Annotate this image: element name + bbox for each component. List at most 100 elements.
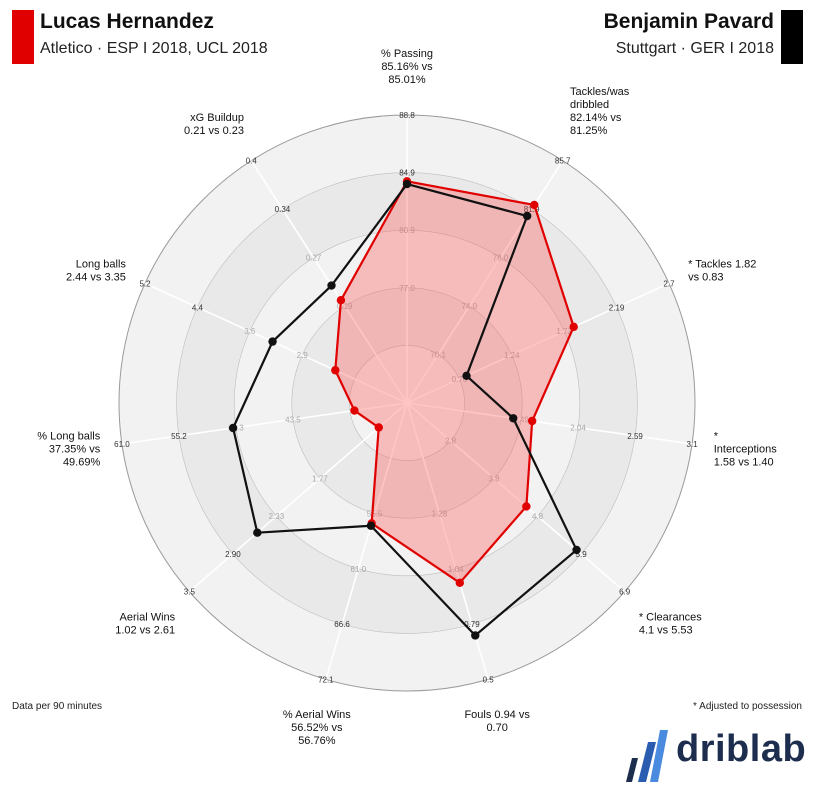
tick-label: 77.0 xyxy=(399,284,415,293)
axis-label: Long balls xyxy=(76,259,127,271)
axis-label: vs 0.83 xyxy=(688,272,723,284)
tick-label: 70.1 xyxy=(430,351,446,360)
tick-label: 43.5 xyxy=(285,415,301,424)
tick-label: 1.77 xyxy=(312,474,328,483)
tick-label: 0.19 xyxy=(337,302,353,311)
player1-color-bar xyxy=(12,10,34,64)
p2-point xyxy=(268,337,277,346)
tick-label: 74.0 xyxy=(461,302,477,311)
tick-label: 0.34 xyxy=(275,205,291,214)
tick-label: 3.8 xyxy=(488,474,500,483)
tick-label: 61.0 xyxy=(114,440,130,449)
p1-point xyxy=(455,578,465,588)
tick-label: 2.04 xyxy=(570,424,586,433)
player2-subtitle: Stuttgart · GER I 2018 xyxy=(615,40,774,57)
radar-spoke xyxy=(188,402,408,593)
p1-point xyxy=(530,200,539,210)
p2-point xyxy=(471,631,480,640)
p1-point xyxy=(522,502,531,511)
axis-label: 81.25% xyxy=(570,125,608,137)
driblab-logo-icon xyxy=(626,730,668,782)
p2-point xyxy=(253,528,262,537)
p1-point xyxy=(374,423,383,432)
axis-label: Tackles/was xyxy=(570,86,630,98)
tick-label: 0.76 xyxy=(452,375,468,384)
tick-label: 55.2 xyxy=(171,432,187,441)
p1-point xyxy=(569,322,578,332)
tick-label: 0.5 xyxy=(483,675,495,684)
axis-label: 2.44 vs 3.35 xyxy=(66,272,126,284)
tick-label: 0.79 xyxy=(464,620,480,629)
tick-label: 3.5 xyxy=(184,588,196,597)
p1-point xyxy=(336,296,346,305)
p1-area xyxy=(334,180,575,584)
axis-label: 4.1 vs 5.53 xyxy=(639,625,693,637)
tick-label: 80.9 xyxy=(399,226,415,235)
axis-label: * xyxy=(714,431,719,443)
axis-label: 1.58 vs 1.40 xyxy=(714,457,774,469)
tick-label: 1.28 xyxy=(432,510,448,519)
tick-label: 2.19 xyxy=(609,303,625,312)
axis-label: 0.21 vs 0.23 xyxy=(184,125,244,137)
radar-spoke xyxy=(406,160,564,404)
axis-label: 49.69% xyxy=(63,457,101,469)
radar-spoke xyxy=(406,402,693,445)
tick-label: 2.33 xyxy=(269,512,285,521)
radar-spoke xyxy=(406,402,626,593)
tick-label: 61.0 xyxy=(351,565,367,574)
tick-label: 2.7 xyxy=(663,279,675,288)
p2-point xyxy=(366,521,376,530)
axis-label: dribbled xyxy=(570,99,609,111)
tick-label: 1.24 xyxy=(504,351,520,360)
p1-point xyxy=(331,366,340,375)
axis-label: % Passing xyxy=(381,48,433,60)
axis-label: 85.01% xyxy=(388,74,426,86)
player1-name: Lucas Hernandez xyxy=(40,10,214,33)
tick-label: 4.4 xyxy=(192,303,204,312)
tick-label: 2.59 xyxy=(627,432,643,441)
tick-label: 1.49 xyxy=(513,415,529,424)
axis-label: Fouls 0.94 vs xyxy=(464,709,530,721)
p2-point xyxy=(509,414,518,423)
p2-point xyxy=(522,211,532,221)
tick-label: 1.04 xyxy=(448,565,464,574)
axis-label: xG Buildup xyxy=(190,112,244,124)
axis-label: 0.70 xyxy=(486,722,507,734)
p2-point xyxy=(462,371,471,381)
driblab-logo: driblab xyxy=(620,726,810,786)
p1-point xyxy=(527,416,537,426)
tick-label: 78.0 xyxy=(493,254,509,263)
tick-label: 55.5 xyxy=(367,510,383,519)
adjusted-note: * Adjusted to possession xyxy=(693,701,802,712)
tick-label: 5.9 xyxy=(576,550,588,559)
axis-label: * Clearances xyxy=(639,612,702,624)
p2-point xyxy=(572,545,581,555)
tick-label: 2.90 xyxy=(225,550,241,559)
radar-spoke xyxy=(406,282,670,404)
axis-label: 56.76% xyxy=(298,735,336,747)
tick-label: 3.6 xyxy=(244,327,256,336)
tick-label: 88.8 xyxy=(399,111,415,120)
tick-label: 6.9 xyxy=(619,588,631,597)
axis-label: 56.52% vs xyxy=(291,722,343,734)
axis-label: 37.35% vs xyxy=(49,444,101,456)
radar-spoke xyxy=(250,160,408,404)
p1-point xyxy=(350,406,359,415)
tick-label: 85.7 xyxy=(555,157,571,166)
tick-label: 0.4 xyxy=(246,157,258,166)
tick-label: 72.1 xyxy=(318,675,334,684)
p2-point xyxy=(402,179,412,189)
p2-area xyxy=(232,182,578,637)
tick-label: 0.27 xyxy=(306,254,322,263)
axis-label: * Tackles 1.82 xyxy=(688,259,756,271)
axis-label: 85.16% vs xyxy=(381,61,433,73)
tick-label: 5.2 xyxy=(139,279,151,288)
tick-label: 1.72 xyxy=(556,327,572,336)
tick-label: 3.1 xyxy=(687,440,699,449)
tick-label: 66.6 xyxy=(334,620,350,629)
tick-label: 81.9 xyxy=(524,205,540,214)
data-note: Data per 90 minutes xyxy=(12,701,103,712)
axis-label: % Aerial Wins xyxy=(283,709,351,721)
axis-label: Interceptions xyxy=(714,444,777,456)
radar-spoke xyxy=(121,402,408,445)
